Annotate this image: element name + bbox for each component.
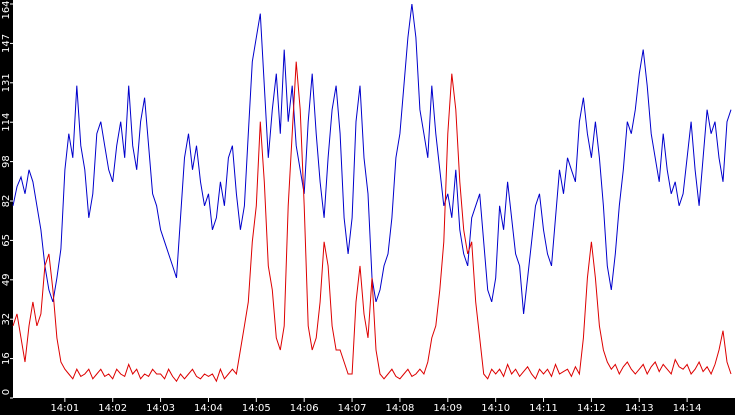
x-tick-label: 14:02: [98, 403, 127, 414]
x-tick-label: 14:10: [481, 403, 510, 414]
y-tick-label: 82: [1, 195, 12, 208]
x-tick-label: 14:04: [194, 403, 223, 414]
x-tick-label: 14:08: [386, 403, 415, 414]
series-line: [12, 61, 732, 383]
y-tick-label: 164: [1, 0, 12, 19]
x-tick-label: 14:03: [146, 403, 175, 414]
x-axis-strip: [0, 398, 735, 415]
x-tick-label: 14:13: [625, 403, 654, 414]
x-tick-label: 14:07: [338, 403, 367, 414]
x-tick-label: 14:06: [290, 403, 319, 414]
x-tick-label: 14:14: [673, 403, 702, 414]
x-tick-label: 14:05: [242, 403, 271, 414]
y-tick-label: 114: [1, 113, 12, 132]
y-tick-label: 131: [1, 73, 12, 92]
y-tick-label: 65: [1, 234, 12, 247]
y-tick-label: 98: [1, 155, 12, 168]
y-tick-label: 49: [1, 273, 12, 286]
x-tick-label: 14:11: [529, 403, 558, 414]
y-axis-strip: [0, 0, 13, 415]
x-tick-label: 14:12: [577, 403, 606, 414]
y-tick-label: 16: [1, 352, 12, 365]
y-tick-label: 0: [1, 389, 12, 395]
y-tick-label: 32: [1, 313, 12, 326]
x-tick-label: 14:09: [433, 403, 462, 414]
x-tick-label: 14:01: [50, 403, 79, 414]
y-tick-label: 147: [1, 34, 12, 53]
